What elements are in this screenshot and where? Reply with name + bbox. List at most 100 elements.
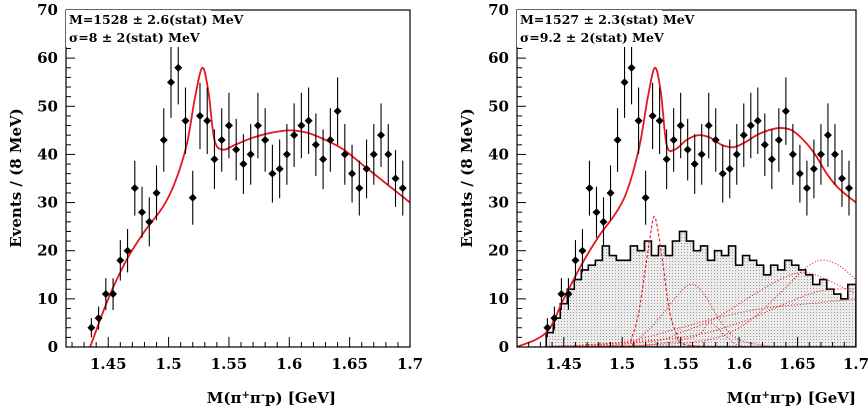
- data-point: [167, 78, 176, 87]
- data-point: [655, 116, 664, 125]
- chart-left-point-layer: [87, 31, 407, 338]
- data-point: [676, 121, 685, 130]
- data-point: [837, 174, 846, 183]
- data-point: [592, 208, 601, 217]
- data-point: [348, 169, 357, 178]
- data-point: [362, 164, 371, 173]
- data-point: [718, 169, 727, 178]
- data-point: [844, 184, 853, 193]
- chart-right-x-axis-label-part1: M(π: [727, 389, 762, 407]
- component-curve-6: [540, 298, 856, 347]
- data-point: [275, 164, 284, 173]
- data-point: [557, 290, 566, 299]
- component-curve-5: [552, 288, 856, 347]
- chart-right-x-axis-label-sup1: +: [761, 390, 769, 401]
- data-point: [711, 135, 720, 144]
- plot-frame: [65, 9, 411, 348]
- data-point: [239, 160, 248, 169]
- data-point: [94, 314, 103, 323]
- data-point: [746, 121, 755, 130]
- data-point: [606, 188, 615, 197]
- x-tick-label: 1.6: [726, 355, 752, 373]
- data-point: [690, 160, 699, 169]
- chart-left-annotation-mass: M=1528 ± 2.6(stat) MeV: [69, 12, 244, 27]
- chart-right-x-axis-label-part2: π: [770, 389, 781, 407]
- x-tick-label: 1.5: [609, 355, 635, 373]
- component-curve-2: [528, 283, 775, 347]
- chart-left-x-axis-label-sup2: -: [261, 390, 265, 401]
- chart-left-annotation-width: σ=8 ± 2(stat) MeV: [69, 30, 200, 45]
- x-tick-label: 1.7: [397, 355, 423, 373]
- data-point: [138, 208, 147, 217]
- data-point: [369, 150, 378, 159]
- data-point: [795, 169, 804, 178]
- data-point: [246, 150, 255, 159]
- chart-right-x-axis-label-part3: p) [GeV]: [785, 389, 856, 407]
- data-point: [627, 63, 636, 72]
- x-tick-label: 1.65: [779, 355, 816, 373]
- chart-left-y-axis-label: Events / (8 MeV): [7, 108, 25, 248]
- data-point: [152, 188, 161, 197]
- x-tick-label: 1.45: [545, 355, 582, 373]
- data-point: [232, 145, 241, 154]
- data-point: [732, 150, 741, 159]
- chart-right: 0 10 20 30 40 50 60 70 1.45 1.5 1.55 1.6 1.65 1.7 M=1…: [458, 1, 868, 407]
- chart-left-x-axis-label-part1: M(π: [207, 389, 242, 407]
- data-point: [210, 155, 219, 164]
- data-point: [641, 193, 650, 202]
- chart-left-x-axis-label: M(π+π-p) [GeV]: [207, 389, 336, 407]
- data-point: [116, 256, 125, 265]
- data-point: [585, 184, 594, 193]
- data-point: [662, 155, 671, 164]
- data-point: [282, 150, 291, 159]
- x-tick-label: 1.45: [90, 355, 127, 373]
- fit-curve: [517, 66, 856, 347]
- data-point: [725, 164, 734, 173]
- data-point: [304, 116, 313, 125]
- data-point: [398, 184, 407, 193]
- data-point: [319, 155, 328, 164]
- data-point: [326, 135, 335, 144]
- data-point: [109, 290, 118, 299]
- fit-curve: [89, 66, 410, 347]
- data-point: [195, 111, 204, 120]
- data-point: [823, 131, 832, 140]
- data-point: [599, 217, 608, 226]
- data-point: [181, 116, 190, 125]
- data-point: [802, 184, 811, 193]
- data-point: [683, 145, 692, 154]
- data-point: [311, 140, 320, 149]
- data-point: [290, 131, 299, 140]
- background-histogram: [545, 230, 856, 347]
- data-point: [767, 155, 776, 164]
- data-point: [384, 150, 393, 159]
- data-point: [669, 135, 678, 144]
- chart-left-fit-layer: [89, 66, 410, 347]
- data-point: [130, 184, 139, 193]
- plot-frame: [516, 9, 857, 348]
- chart-right-x-axis-label-sup2: -: [781, 390, 785, 401]
- y-tick-label: 60: [488, 49, 509, 67]
- data-point: [774, 135, 783, 144]
- data-point: [634, 116, 643, 125]
- chart-right-histogram-layer: [545, 230, 856, 347]
- data-point: [174, 63, 183, 72]
- data-point: [145, 217, 154, 226]
- data-point: [101, 290, 110, 299]
- data-point: [620, 78, 629, 87]
- data-point: [224, 121, 233, 130]
- data-point: [753, 116, 762, 125]
- component-curve-1: [517, 216, 740, 347]
- chart-left: 0 10 20 30 40 50 60 70 1.45 1.5 1.55 1.6 1.65 1.7 M=1…: [7, 1, 423, 407]
- data-point: [333, 107, 342, 116]
- data-point: [739, 131, 748, 140]
- chart-right-point-layer: [543, 31, 853, 338]
- data-point: [809, 164, 818, 173]
- data-point: [217, 135, 226, 144]
- chart-right-x-axis-label: M(π+π-p) [GeV]: [727, 389, 856, 407]
- data-point: [377, 131, 386, 140]
- data-point: [297, 121, 306, 130]
- y-tick-label: 30: [37, 194, 58, 212]
- data-point: [704, 121, 713, 130]
